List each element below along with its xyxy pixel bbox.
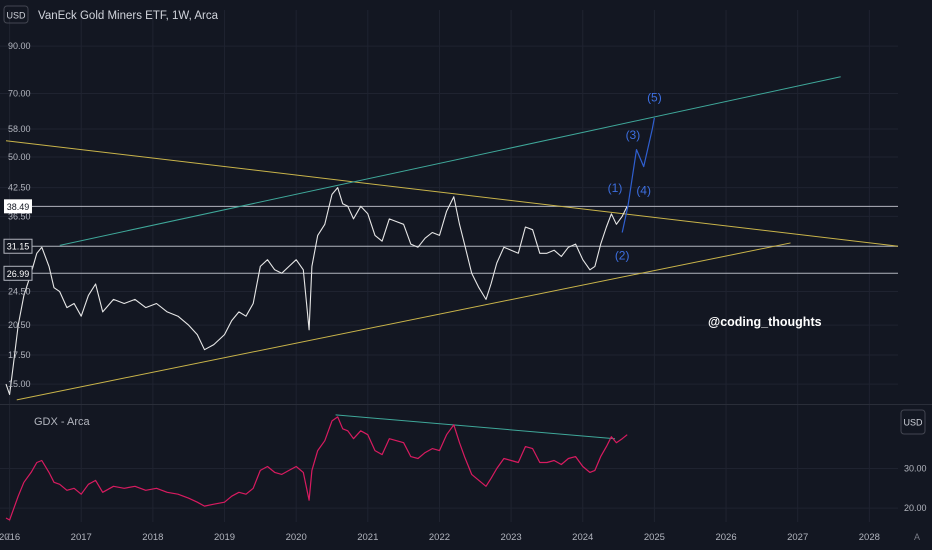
- y-tick-label: 20.50: [8, 320, 31, 330]
- x-tick-label: 2021: [357, 532, 378, 543]
- grid: [0, 10, 898, 522]
- watermark: @coding_thoughts: [708, 315, 822, 329]
- y-tick-label: 50.00: [8, 152, 31, 162]
- x-tick-label: 2016: [0, 532, 20, 543]
- x-tick-label: 2028: [859, 532, 880, 543]
- indicator-line[interactable]: [5, 416, 628, 521]
- wave-label-4[interactable]: (4): [636, 183, 651, 197]
- x-tick-label: 2017: [71, 532, 92, 543]
- indicator-currency-badge[interactable]: USD: [903, 418, 923, 428]
- x-tick-label: 2019: [214, 532, 235, 543]
- indicator-series: [5, 416, 628, 521]
- trendline-teal-2[interactable]: [59, 76, 841, 246]
- price-labels: 38.49 31.15 26.99: [3, 199, 33, 281]
- currency-badge[interactable]: USD: [6, 11, 26, 21]
- y-tick-label: 36.50: [8, 211, 31, 221]
- indicator-pane[interactable]: 30.00 20.00: [5, 414, 927, 521]
- main-price-pane[interactable]: (1) (2) (3) (4) (5) 90.00 70.00 58.00 50.00 42.5…: [3, 41, 899, 401]
- y-tick-label: 58.00: [8, 124, 31, 134]
- wave-projection-line[interactable]: [621, 117, 655, 233]
- ind-y-tick-label: 30.00: [904, 463, 927, 473]
- wave-label-1[interactable]: (1): [608, 181, 623, 195]
- time-axis[interactable]: 2016 2017 2018 2019 2020 2021 2022 2023 2024 2025…: [0, 532, 880, 543]
- wave-labels: (1) (2) (3) (4) (5): [608, 91, 662, 263]
- chart-title: VanEck Gold Miners ETF, 1W, Arca: [38, 10, 219, 22]
- wave-label-2[interactable]: (2): [615, 249, 630, 263]
- y-tick-label: 17.50: [8, 350, 31, 360]
- trendline-yellow-1[interactable]: [16, 242, 791, 401]
- x-tick-label: 2022: [429, 532, 450, 543]
- price-line[interactable]: [5, 187, 628, 396]
- x-tick-label: 2025: [644, 532, 665, 543]
- trendlines: [5, 76, 899, 401]
- price-label-box-0: [4, 199, 32, 214]
- ind-y-tick-label: 20.00: [904, 503, 927, 513]
- x-tick-label: 2020: [286, 532, 307, 543]
- indicator-currency-frame[interactable]: [900, 409, 926, 435]
- wave-label-3[interactable]: (3): [626, 128, 641, 142]
- currency-badge-frame[interactable]: [3, 5, 29, 24]
- x-tick-label: 2024: [572, 532, 593, 543]
- y-tick-label: 90.00: [8, 41, 31, 51]
- y-tick-label: 70.00: [8, 88, 31, 98]
- ind-trendline-0[interactable]: [335, 414, 616, 440]
- horizontal-levels: [30, 205, 898, 274]
- y-tick-label: 24.50: [8, 287, 31, 297]
- main-y-axis[interactable]: 90.00 70.00 58.00 50.00 42.50 36.50 24.50 20.50…: [8, 41, 31, 389]
- price-label-box-2: [3, 265, 33, 281]
- indicator-title: GDX - Arca: [34, 416, 91, 428]
- y-tick-label: 15.00: [8, 379, 31, 389]
- price-label-2: 26.99: [7, 269, 30, 279]
- zoom-corner-label[interactable]: Z: [5, 532, 11, 542]
- x-tick-label: 2018: [142, 532, 163, 543]
- price-label-0: 38.49: [7, 202, 30, 212]
- y-tick-label: 42.50: [8, 183, 31, 193]
- x-tick-label: 2026: [715, 532, 736, 543]
- auto-scale-corner-label[interactable]: A: [914, 532, 920, 542]
- trendline-yellow-0[interactable]: [5, 140, 899, 247]
- indicator-trendlines: [335, 414, 616, 440]
- x-tick-label: 2027: [787, 532, 808, 543]
- price-label-box-1: [3, 238, 33, 254]
- price-label-1: 31.15: [7, 242, 30, 252]
- price-series: [5, 117, 655, 396]
- wave-label-5[interactable]: (5): [647, 91, 662, 105]
- indicator-y-axis[interactable]: 30.00 20.00: [904, 463, 927, 513]
- x-tick-label: 2023: [501, 532, 522, 543]
